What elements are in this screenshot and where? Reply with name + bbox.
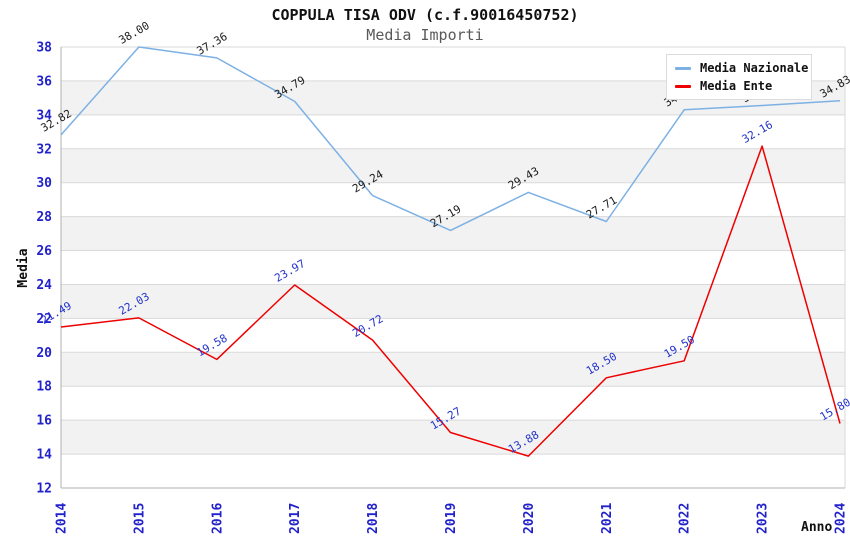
y-tick-label: 14 xyxy=(36,448,52,463)
y-tick-label: 26 xyxy=(36,244,52,259)
y-tick-label: 30 xyxy=(36,176,52,191)
x-axis-title: Anno xyxy=(801,520,832,535)
x-tick-label: 2014 xyxy=(55,503,70,534)
x-tick-label: 2020 xyxy=(522,503,537,534)
legend: Media Nazionale Media Ente xyxy=(666,54,812,100)
plot-band xyxy=(61,420,845,455)
x-tick-label: 2023 xyxy=(756,503,771,534)
y-tick-label: 34 xyxy=(36,108,52,123)
x-tick-label: 2015 xyxy=(132,503,147,534)
plot-band xyxy=(61,284,845,319)
data-point-label: 37.36 xyxy=(194,30,229,58)
chart-subtitle: Media Importi xyxy=(366,26,484,44)
x-tick-label: 2022 xyxy=(678,503,693,534)
legend-item-media-nazionale: Media Nazionale xyxy=(675,61,811,75)
y-axis-title: Media xyxy=(16,248,31,287)
y-tick-label: 16 xyxy=(36,414,52,429)
x-tick-label: 2021 xyxy=(600,503,615,534)
plot-band xyxy=(61,352,845,387)
data-point-label: 23.97 xyxy=(272,257,307,285)
legend-line-swatch xyxy=(675,84,691,88)
x-tick-label: 2018 xyxy=(366,503,381,534)
y-tick-label: 38 xyxy=(36,41,52,56)
y-tick-label: 24 xyxy=(36,278,52,293)
y-tick-label: 20 xyxy=(36,346,52,361)
series-line-media-nazionale xyxy=(60,46,841,232)
y-tick-label: 12 xyxy=(36,482,52,497)
chart-title: COPPULA TISA ODV (c.f.90016450752) xyxy=(271,6,579,24)
legend-line-swatch xyxy=(675,66,691,70)
x-tick-label: 2024 xyxy=(834,503,849,534)
y-tick-label: 32 xyxy=(36,142,52,157)
x-tick-label: 2019 xyxy=(444,503,459,534)
x-tick-label: 2016 xyxy=(210,503,225,534)
y-tick-label: 18 xyxy=(36,380,52,395)
x-tick-label: 2017 xyxy=(288,503,303,534)
y-tick-label: 22 xyxy=(36,312,52,327)
data-point-label: 21.49 xyxy=(39,299,74,327)
series-line-media-ente xyxy=(60,145,841,457)
plot-band xyxy=(61,216,845,251)
legend-label: Media Ente xyxy=(700,79,773,93)
y-tick-label: 36 xyxy=(36,74,52,89)
y-tick-label: 28 xyxy=(36,210,52,225)
plot-band xyxy=(61,148,845,183)
legend-item-media-ente: Media Ente xyxy=(675,79,811,93)
data-point-label: 38.00 xyxy=(117,19,152,47)
data-point-label: 32.16 xyxy=(740,118,775,146)
legend-label: Media Nazionale xyxy=(700,61,809,75)
